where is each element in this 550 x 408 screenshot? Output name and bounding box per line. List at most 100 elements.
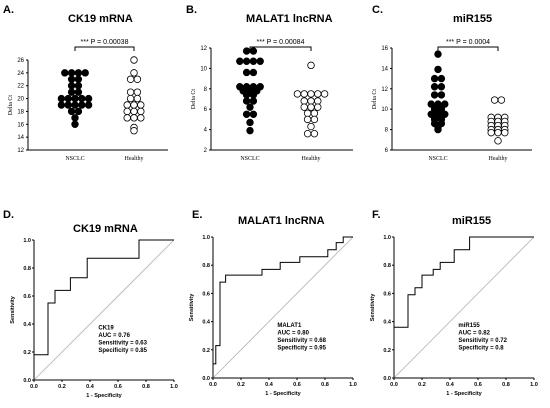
y-tick-label: 0.4 [202,320,211,326]
data-point-nsclc [430,83,439,91]
y-tick-label: 18 [17,109,24,115]
dotplot-a: 12 14 16 18 20 22 24 26 Delta Ct NSCLC Healthy *** … [8,39,168,162]
x-tick-label: 0.2 [58,384,66,390]
data-point-nsclc [78,101,86,109]
data-point-healthy [303,109,312,117]
data-point-healthy [320,90,329,98]
data-point-healthy [130,114,138,122]
data-point-healthy [133,75,142,83]
data-point-healthy [300,103,308,111]
y-tick-label: 8 [204,87,208,93]
y-tick-label: 12 [200,46,207,52]
panel-letter-e: E. [192,209,202,221]
data-point-healthy [137,114,145,122]
data-point-nsclc [242,91,251,99]
data-point-nsclc [57,101,66,109]
data-point-healthy [307,61,315,70]
y-tick-label: 6 [385,148,389,154]
x-tick-label: 0.8 [502,382,510,388]
y-tick-label: 24 [17,71,24,77]
data-point-nsclc [437,74,446,83]
y-tick-label: 0.6 [23,294,31,300]
x-tick-label: 0.0 [390,382,398,388]
y-tick-label: 12 [17,148,24,154]
dotplot-c: 6 8 10 12 14 16 Delta Ct NSCLC Healthy *** P = 0.… [372,39,532,162]
data-point-nsclc [437,83,446,91]
y-tick-label: 8 [385,128,389,134]
stats-label: Specificity = 0.8 [458,346,504,352]
data-point-nsclc [256,57,264,65]
data-point-healthy [494,137,502,145]
stats-label: Sensitivity = 0.63 [98,341,147,347]
data-point-healthy [314,90,322,98]
reference-line [212,236,354,379]
x-tick-label: 0.4 [86,384,95,390]
y-tick-label: 1.0 [383,235,391,241]
data-point-healthy [126,94,135,103]
data-point-nsclc [249,91,258,99]
y-axis-title: Delta Ct [191,89,197,109]
data-point-nsclc [84,94,93,103]
data-point-nsclc [434,65,442,74]
y-tick-label: 1.0 [202,235,210,241]
data-point-healthy [310,109,319,117]
x-tick-label: 0.0 [30,384,38,390]
significance-bracket [74,46,135,51]
data-point-healthy [126,88,135,96]
data-point-healthy [123,114,131,122]
data-point-nsclc [57,94,66,103]
stats-label: MALAT1 [277,323,302,329]
y-tick-label: 6 [204,107,208,113]
y-tick-label: 10 [200,66,207,72]
panel-letter-b: B. [186,4,197,16]
data-point-healthy [123,107,131,116]
category-label: Healthy [489,156,508,162]
data-point-healthy [494,128,502,137]
x-tick-label: 1.0 [170,384,178,390]
panel-letter-d: D. [3,209,14,221]
panel-letter-a: A. [3,4,14,16]
data-point-nsclc [64,101,72,109]
y-tick-label: 26 [17,58,24,64]
data-point-nsclc [71,114,79,122]
y-tick-label: 0.0 [202,376,210,382]
data-point-nsclc [236,57,244,65]
panel-title-a: CK19 mRNA [68,13,133,25]
p-value-label: *** P = 0.00084 [257,39,305,46]
y-axis-title: Delta Ct [372,89,378,109]
data-point-nsclc [242,57,251,65]
stats-label: AUC = 0.80 [277,331,309,337]
data-point-nsclc [246,118,254,127]
roc-plot-d: 0.00.0 0.2 0.2 0.4 0.4 0.6 0.6 0.8 0.8 1.0 1.0 1 - … [10,238,178,399]
y-tick-label: 0.8 [23,266,31,272]
significance-bracket [437,46,499,51]
data-point-nsclc [64,94,72,103]
data-point-nsclc [246,103,254,111]
dotplot-b: 2 4 6 8 10 12 Delta Ct NSCLC Healthy *** P = 0.00… [191,39,353,162]
data-point-nsclc [71,120,79,128]
x-tick-label: 0.2 [418,382,426,388]
data-point-healthy [487,128,495,137]
data-point-nsclc [74,88,83,96]
data-point-healthy [133,94,142,103]
y-tick-label: 0.8 [383,263,391,269]
data-point-nsclc [81,69,89,77]
data-point-healthy [130,127,138,135]
data-point-nsclc [246,126,254,135]
stats-label: Specificity = 0.95 [277,346,326,352]
panel-letter-f: F. [372,209,381,221]
data-point-nsclc [437,91,446,99]
data-point-healthy [300,97,308,105]
category-label: Healthy [125,156,144,162]
data-point-nsclc [242,110,251,118]
significance-bracket [249,46,312,51]
stats-label: Specificity = 0.85 [98,348,147,354]
data-point-nsclc [74,75,83,83]
roc-plot-e: 0.00.0 0.2 0.2 0.4 0.4 0.6 0.6 0.8 0.8 1.0 1.0 1 - … [189,235,357,397]
category-label: NSCLC [240,156,259,162]
data-point-healthy [293,90,302,98]
category-label: NSCLC [428,156,447,162]
reference-line [33,239,175,381]
x-tick-label: 0.4 [446,382,455,388]
